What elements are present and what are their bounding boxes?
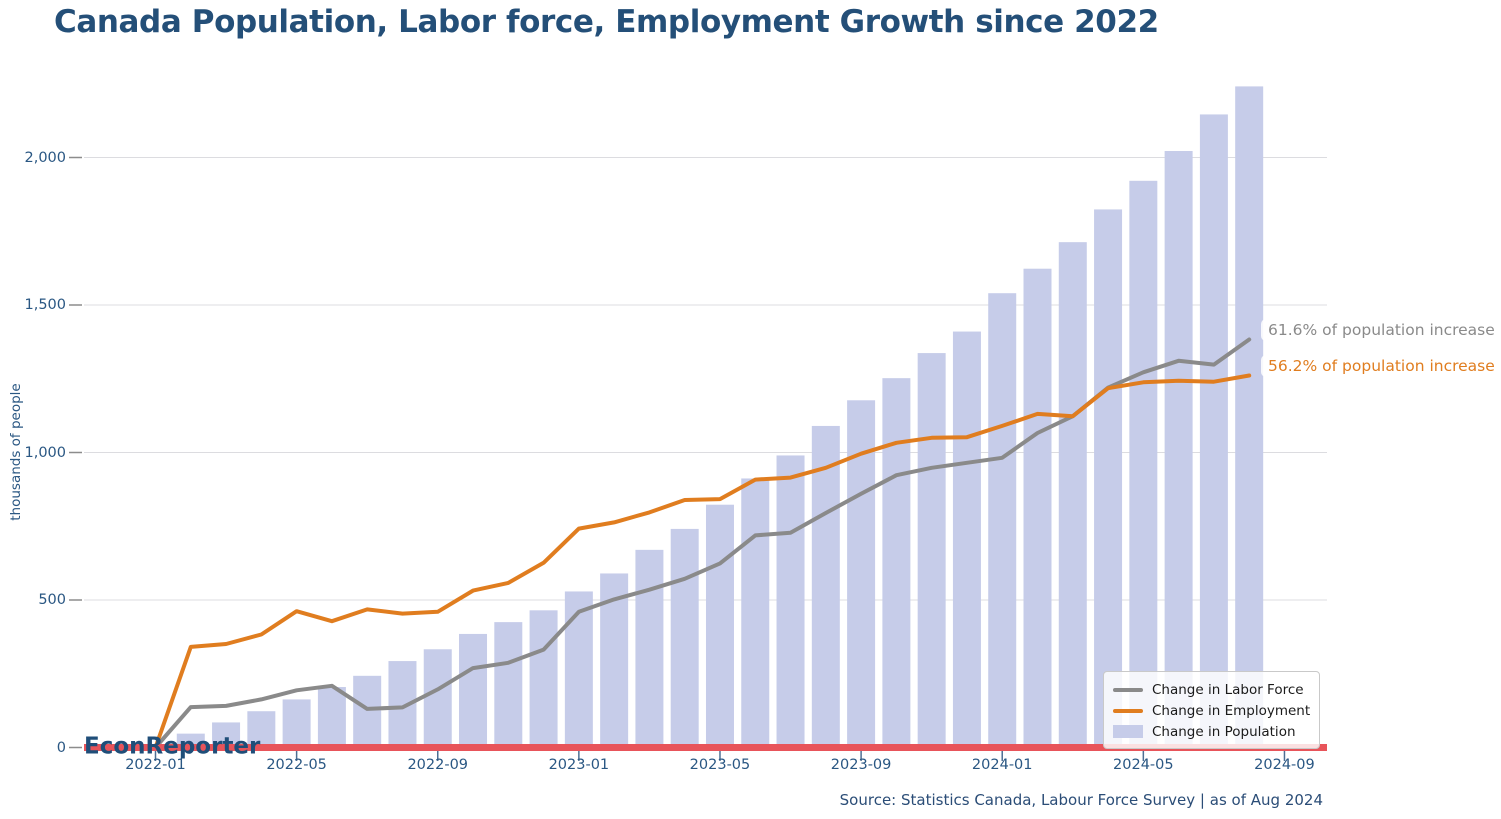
x-tick-label: 2023-05 (689, 757, 751, 773)
population-bar (1129, 180, 1158, 748)
x-tick-label: 2022-09 (407, 757, 469, 773)
population-bar (776, 455, 805, 748)
legend-label-employment: Change in Employment (1152, 702, 1311, 719)
population-bar (317, 687, 346, 748)
source-note: Source: Statistics Canada, Labour Force … (839, 791, 1323, 809)
population-bar (1164, 151, 1193, 748)
y-tick-label: 0 (56, 739, 66, 756)
population-bar (353, 675, 382, 748)
population-bar (1058, 242, 1087, 748)
x-tick-label: 2023-01 (548, 757, 610, 773)
change-in-employment-line (153, 373, 1252, 750)
y-tick-label: 500 (38, 592, 66, 608)
population-bar (247, 711, 276, 748)
population-bar (988, 293, 1017, 748)
population-bar (705, 504, 734, 748)
page-title: Canada Population, Labor force, Employme… (54, 4, 1159, 40)
population-bar (1094, 209, 1123, 748)
population-bar (670, 528, 699, 748)
legend-item-employment: Change in Employment (1113, 700, 1310, 721)
legend-item-population: Change in Population (1113, 721, 1310, 742)
employment-line-swatch (1113, 708, 1143, 713)
y-tick-label: 1,000 (24, 444, 66, 461)
population-bar-swatch (1113, 725, 1143, 738)
x-tick-label: 2024-05 (1113, 757, 1174, 773)
x-tick-label: 2023-09 (830, 757, 892, 773)
population-bar (882, 378, 911, 748)
legend-label-population: Change in Population (1152, 723, 1296, 740)
legend-item-labor-force: Change in Labor Force (1113, 679, 1310, 700)
change-in-labor-force-line (153, 337, 1252, 750)
population-bar (1023, 268, 1052, 748)
population-bar (212, 722, 241, 748)
y-tick-label: 1,500 (24, 297, 66, 313)
employment-annotation: 56.2% of population increase (1261, 355, 1501, 377)
legend-label-labor-force: Change in Labor Force (1152, 681, 1304, 698)
population-bar (423, 649, 452, 748)
x-tick-label: 2024-01 (971, 757, 1033, 773)
econreporter-watermark: EconReporter (84, 733, 261, 760)
legend: Change in Labor Force Change in Employme… (1103, 671, 1320, 749)
labor-force-line-swatch (1113, 687, 1143, 692)
population-bar (1199, 114, 1228, 748)
population-bar (529, 610, 558, 748)
y-tick-label: 2,000 (24, 149, 66, 166)
x-tick-label: 2024-09 (1254, 757, 1315, 773)
zero-baseline (84, 744, 1327, 751)
population-bar (917, 353, 946, 748)
population-bar (635, 549, 664, 748)
x-tick-label: 2022-05 (266, 757, 327, 773)
population-bar (459, 633, 488, 748)
labor-force-annotation: 61.6% of population increase (1261, 319, 1501, 341)
population-bar (1235, 86, 1264, 748)
population-bar (494, 622, 523, 748)
population-bar (811, 425, 840, 748)
population-bar (952, 331, 981, 748)
x-tick-label: 2022-01 (125, 757, 186, 773)
population-bar (564, 591, 593, 748)
population-bar (282, 699, 311, 748)
population-bar (741, 478, 770, 748)
